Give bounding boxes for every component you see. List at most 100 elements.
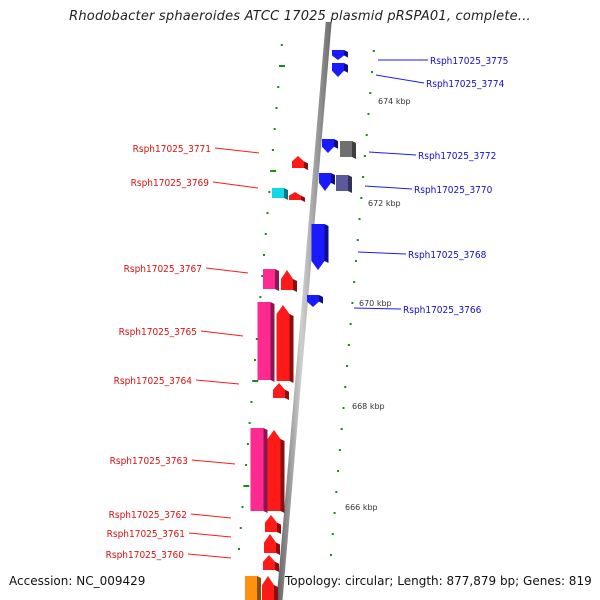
gene-rsph17025-3767 [281, 270, 297, 292]
tick-mark [248, 422, 251, 424]
leader-line [375, 74, 425, 84]
tick-mark [329, 554, 332, 556]
tick-mark [241, 506, 244, 508]
tick-mark [333, 512, 336, 514]
tick-mark [353, 281, 356, 283]
tick-mark [279, 65, 286, 67]
gene-label-rsph17025_3768: Rsph17025_3768 [408, 250, 487, 261]
scale-label: 670 kbp [359, 299, 392, 308]
gene-rsph17025-3772 [340, 141, 356, 159]
gene-label-rsph17025_3769: Rsph17025_3769 [131, 178, 210, 189]
tick-mark [245, 464, 248, 466]
tick-mark [346, 365, 349, 367]
gene-label-rsph17025_3762: Rsph17025_3762 [109, 510, 187, 521]
gene-rsph17025-3763 [267, 430, 285, 513]
tick-mark [255, 338, 258, 340]
leader-line [214, 147, 260, 154]
gene-rsph17025-3767a [263, 269, 279, 291]
gene-label-rsph17025_3774: Rsph17025_3774 [426, 79, 505, 90]
leader-line [200, 330, 244, 337]
gene-rsph17025-3771 [292, 156, 308, 170]
tick-mark [268, 191, 271, 193]
scale-label: 666 kbp [345, 503, 378, 512]
scale-label: 672 kbp [368, 199, 401, 208]
gene-label-rsph17025_3761: Rsph17025_3761 [107, 529, 185, 540]
gene-rsph17025-3765 [276, 305, 294, 383]
leader-line [212, 181, 259, 189]
gene-rsph17025-3771b [319, 173, 335, 191]
tick-mark [362, 176, 365, 178]
tick-mark [237, 548, 240, 550]
scale-label: 668 kbp [352, 402, 385, 411]
gene-label-rsph17025_3770: Rsph17025_3770 [414, 185, 493, 196]
gene-rsph17025-3764 [273, 383, 289, 400]
gene-label-rsph17025_3772: Rsph17025_3772 [418, 151, 496, 162]
tick-mark [354, 260, 357, 262]
gene-rsph17025-3763a [250, 428, 268, 513]
gene-track [245, 50, 356, 600]
tick-mark [243, 485, 250, 487]
tick-mark [371, 71, 374, 73]
tick-mark [252, 380, 259, 382]
gene-rsph17025-3769 [289, 192, 305, 202]
label-leaders [187, 59, 428, 559]
tick-mark [250, 401, 253, 403]
leader-line [364, 185, 413, 190]
leader-line [191, 459, 236, 465]
tick-mark [262, 254, 265, 256]
tick-mark [331, 533, 334, 535]
gene-label-rsph17025_3771: Rsph17025_3771 [133, 144, 211, 155]
tick-mark [351, 302, 354, 304]
tick-mark [273, 128, 276, 130]
tick-mark [363, 155, 366, 157]
tick-mark [338, 449, 341, 451]
tick-mark [266, 212, 269, 214]
gene-rsph17025-3768 [311, 224, 329, 270]
gene-rsph17025-3773 [322, 139, 338, 153]
gene-label-rsph17025_3767: Rsph17025_3767 [124, 264, 202, 275]
tick-mark [358, 218, 361, 220]
tick-mark [347, 344, 350, 346]
tick-mark [365, 134, 368, 136]
gene-rsph17025-3774 [332, 63, 348, 77]
scale-label: 674 kbp [378, 97, 411, 106]
tick-mark [349, 323, 352, 325]
leader-line [195, 379, 240, 385]
gene-red-partial [262, 576, 278, 600]
gene-label-rsph17025_3760: Rsph17025_3760 [106, 550, 185, 561]
leader-line [368, 151, 417, 156]
gene-rsph17025-3775 [332, 50, 348, 60]
tick-mark [342, 407, 345, 409]
tick-mark [239, 527, 242, 529]
tick-mark [335, 491, 338, 493]
tick-mark [275, 107, 278, 109]
tick-mark [337, 470, 340, 472]
gene-label-rsph17025_3764: Rsph17025_3764 [114, 376, 193, 387]
tick-mark [280, 44, 283, 46]
tick-mark [344, 386, 347, 388]
gene-label-rsph17025_3766: Rsph17025_3766 [403, 305, 482, 316]
genome-backbone [276, 22, 332, 600]
leader-line [187, 553, 232, 559]
gene-label-rsph17025_3763: Rsph17025_3763 [110, 456, 188, 467]
gene-rsph17025-3760 [263, 555, 279, 572]
gene-rsph17025-3761 [264, 534, 280, 555]
tick-mark [264, 233, 267, 235]
gene-rsph17025-3769a [272, 188, 288, 200]
gene-label-rsph17025_3775: Rsph17025_3775 [430, 56, 508, 67]
gene-labels: Rsph17025_3775 Rsph17025_3774 Rsph17025_37… [106, 56, 509, 561]
genome-summary: Topology: circular; Length: 877,879 bp; … [285, 574, 592, 588]
tick-mark [254, 359, 257, 361]
gene-orange-partial [245, 576, 261, 600]
gene-label-rsph17025_3765: Rsph17025_3765 [119, 327, 197, 338]
tick-mark [367, 113, 370, 115]
leader-line [357, 251, 407, 255]
outer-ticks [329, 50, 375, 556]
tick-mark [271, 149, 274, 151]
leader-line [353, 307, 402, 310]
tick-mark [259, 296, 262, 298]
tick-mark [277, 86, 280, 88]
tick-mark [360, 197, 363, 199]
tick-mark [270, 170, 277, 172]
